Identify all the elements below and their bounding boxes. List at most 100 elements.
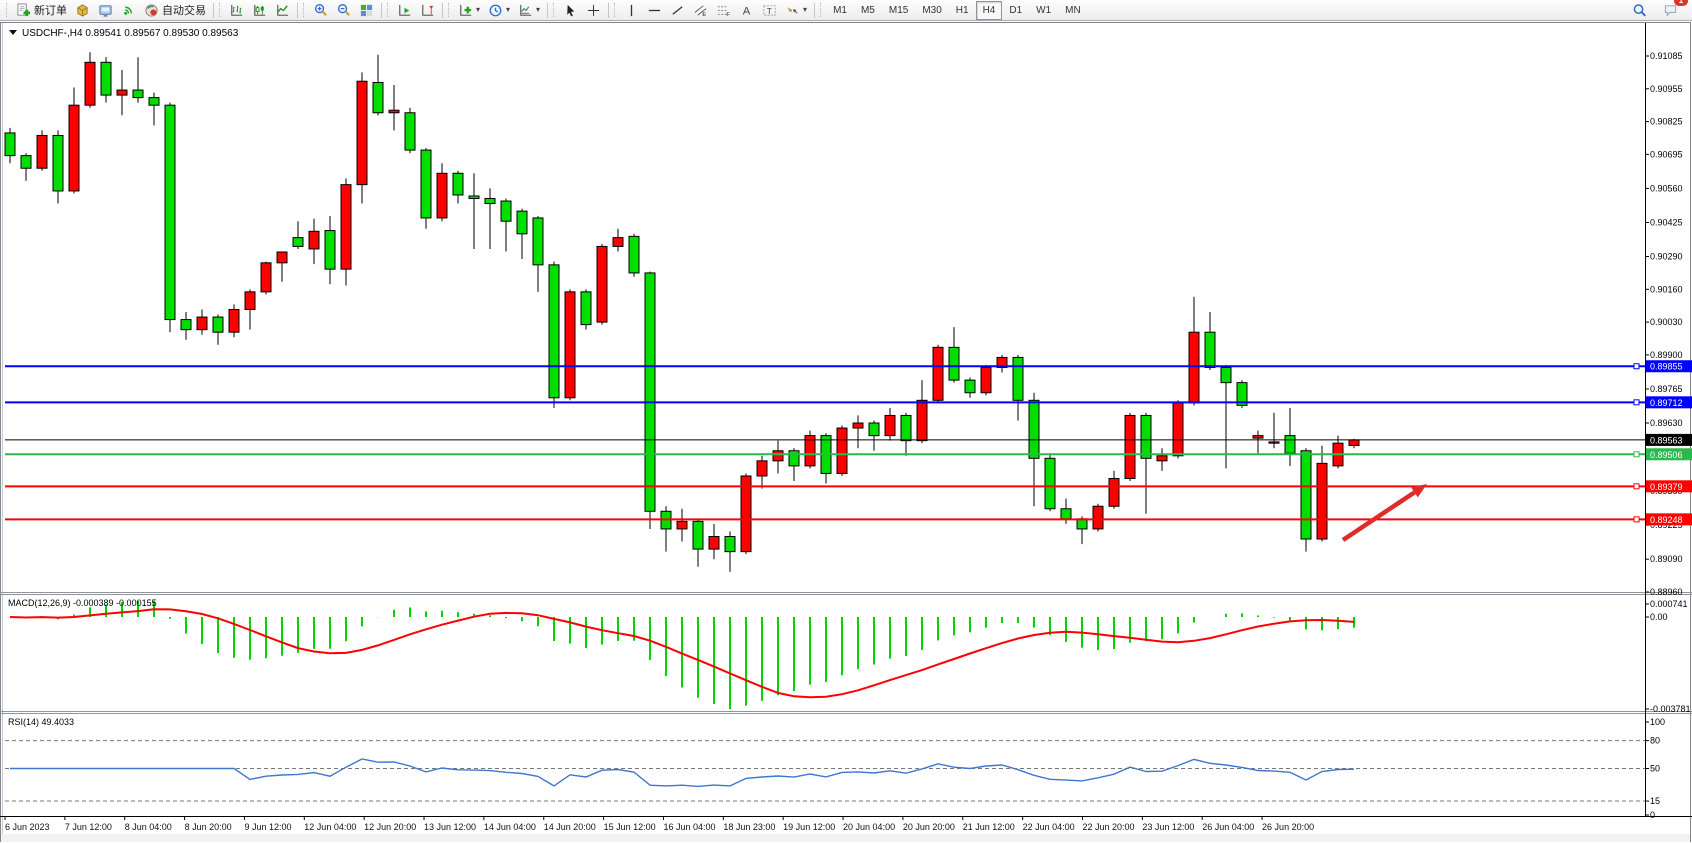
trend-arrow-annotation[interactable] [1341, 484, 1427, 542]
time-tick-label: 23 Jun 12:00 [1142, 822, 1194, 832]
svg-text:T: T [767, 5, 772, 15]
price-tick-label: 0.90825 [1650, 117, 1683, 127]
terminal-button[interactable] [94, 0, 117, 21]
zoom-out-icon [337, 3, 350, 16]
macd-panel: MACD(12,26,9) -0.000389 -0.000155 [8, 598, 1355, 709]
cursor-icon [567, 4, 575, 16]
time-tick-label: 14 Jun 20:00 [544, 822, 596, 832]
bull-candle [916, 399, 928, 442]
svg-text:E: E [702, 12, 706, 18]
bull-candle [228, 308, 240, 333]
search-icon [1633, 3, 1646, 17]
toolbar-grip [448, 3, 452, 17]
crosshair-icon [587, 4, 600, 16]
autotrading-icon [145, 3, 158, 17]
bear-candle [52, 134, 64, 192]
rsi-tick-label: 0 [1650, 810, 1655, 820]
toolbar-separator [213, 2, 214, 18]
text-label-button[interactable]: T [758, 0, 781, 21]
price-axis[interactable]: 0.91085 0.90955 0.90825 0.90695 0.90560 0.904… [1645, 23, 1692, 820]
bull-candle [564, 291, 576, 399]
bear-candle [1140, 414, 1152, 459]
bull-candle [996, 356, 1008, 369]
bull-candle [1156, 455, 1168, 462]
timeframe-m30-button[interactable]: M30 [922, 4, 942, 16]
bear-candle [500, 200, 512, 222]
bull-candle [852, 422, 864, 429]
price-tick-label: 0.90160 [1650, 284, 1683, 294]
toolbar-grip [614, 3, 618, 17]
bear-candle [4, 132, 16, 157]
macd-label: MACD(12,26,9) -0.000389 -0.000155 [8, 598, 157, 608]
price-tick-label: 0.88960 [1650, 587, 1683, 597]
zoom-out-button[interactable] [332, 0, 355, 21]
zoom-in-button[interactable] [309, 0, 332, 21]
macd-signal-line [9, 608, 1355, 699]
time-axis[interactable]: 6 Jun 2023 7 Jun 12:00 8 Jun 04:00 8 Jun 20… [0, 816, 1692, 843]
timeframe-h4-button[interactable]: H4 [975, 0, 1003, 20]
autotrading-button[interactable]: 自动交易 [140, 0, 210, 21]
chart-dropdown-icon [9, 30, 17, 35]
toolbar-grip [553, 3, 557, 17]
fibonacci-button[interactable]: F [712, 0, 735, 21]
text-button[interactable]: A [735, 0, 758, 21]
timeframe-h1-button[interactable]: H1 [955, 4, 969, 16]
bear-candle [20, 155, 32, 169]
channel-button[interactable]: E [689, 0, 712, 21]
candlestick-series [4, 52, 1360, 572]
toolbar-separator [442, 2, 443, 18]
bear-candle [532, 217, 544, 266]
line-chart-button[interactable] [271, 0, 294, 21]
timeframe-m15-button[interactable]: M15 [888, 4, 909, 16]
package-button[interactable] [71, 0, 94, 21]
bear-candle [548, 264, 560, 399]
signal-button[interactable] [117, 0, 140, 21]
timeframe-w1-button[interactable]: W1 [1036, 4, 1052, 16]
bull-candle [612, 237, 624, 247]
arrows-icon [787, 6, 798, 14]
line-end-marker [1633, 451, 1640, 458]
auto-scroll-button[interactable] [393, 0, 416, 21]
search-button[interactable] [1628, 0, 1651, 21]
bull-candle [196, 316, 208, 331]
timeframe-d1-button[interactable]: D1 [1009, 4, 1023, 16]
indicators-button[interactable]: ▾ [454, 0, 484, 21]
trendline-button[interactable] [666, 0, 689, 21]
clock-icon [489, 4, 502, 16]
timeframe-mn-button[interactable]: MN [1065, 4, 1081, 16]
chart-shift-button[interactable] [416, 0, 439, 21]
periods-button[interactable]: ▾ [484, 0, 514, 21]
cursor-button[interactable] [559, 0, 582, 21]
candlestick-button[interactable] [248, 0, 271, 21]
tile-windows-button[interactable] [355, 0, 378, 21]
bear-candle [420, 149, 432, 219]
templates-button[interactable]: ▾ [514, 0, 544, 21]
time-tick-label: 12 Jun 20:00 [364, 822, 416, 832]
chart-canvas[interactable]: USDCHF-,H4 0.89541 0.89567 0.89530 0.895… [0, 21, 1692, 843]
bull-candle [676, 520, 688, 530]
chat-button[interactable]: 1 [1659, 0, 1688, 21]
arrows-button[interactable]: ▾ [781, 0, 811, 21]
crosshair-button[interactable] [582, 0, 605, 21]
timeframe-m5-button[interactable]: M5 [860, 4, 875, 16]
bull-candle [436, 172, 448, 219]
horizontal-line-button[interactable] [643, 0, 666, 21]
toolbar-grip [219, 3, 223, 17]
vertical-line-button[interactable] [620, 0, 643, 21]
bear-candle [948, 346, 960, 381]
bear-candle [132, 89, 144, 99]
bar-chart-button[interactable] [225, 0, 248, 21]
price-tick-label: 0.90290 [1650, 252, 1683, 262]
time-tick-label: 19 Jun 12:00 [783, 822, 835, 832]
new-order-button[interactable]: 新订单 [12, 0, 71, 21]
bull-candle [980, 367, 992, 394]
svg-text:USDCHF-,H4 0.89541 0.89567 0.: USDCHF-,H4 0.89541 0.89567 0.89530 0.895… [22, 28, 239, 39]
rsi-tick-label: 80 [1650, 736, 1660, 746]
timeframe-m1-button[interactable]: M1 [833, 4, 847, 16]
bull-candle [308, 230, 320, 250]
time-tick-label: 6 Jun 2023 [5, 822, 50, 832]
rsi-tick-label: 100 [1650, 717, 1665, 727]
bull-candle [1316, 462, 1328, 540]
bear-candle [580, 291, 592, 326]
toolbar-separator [814, 2, 816, 18]
